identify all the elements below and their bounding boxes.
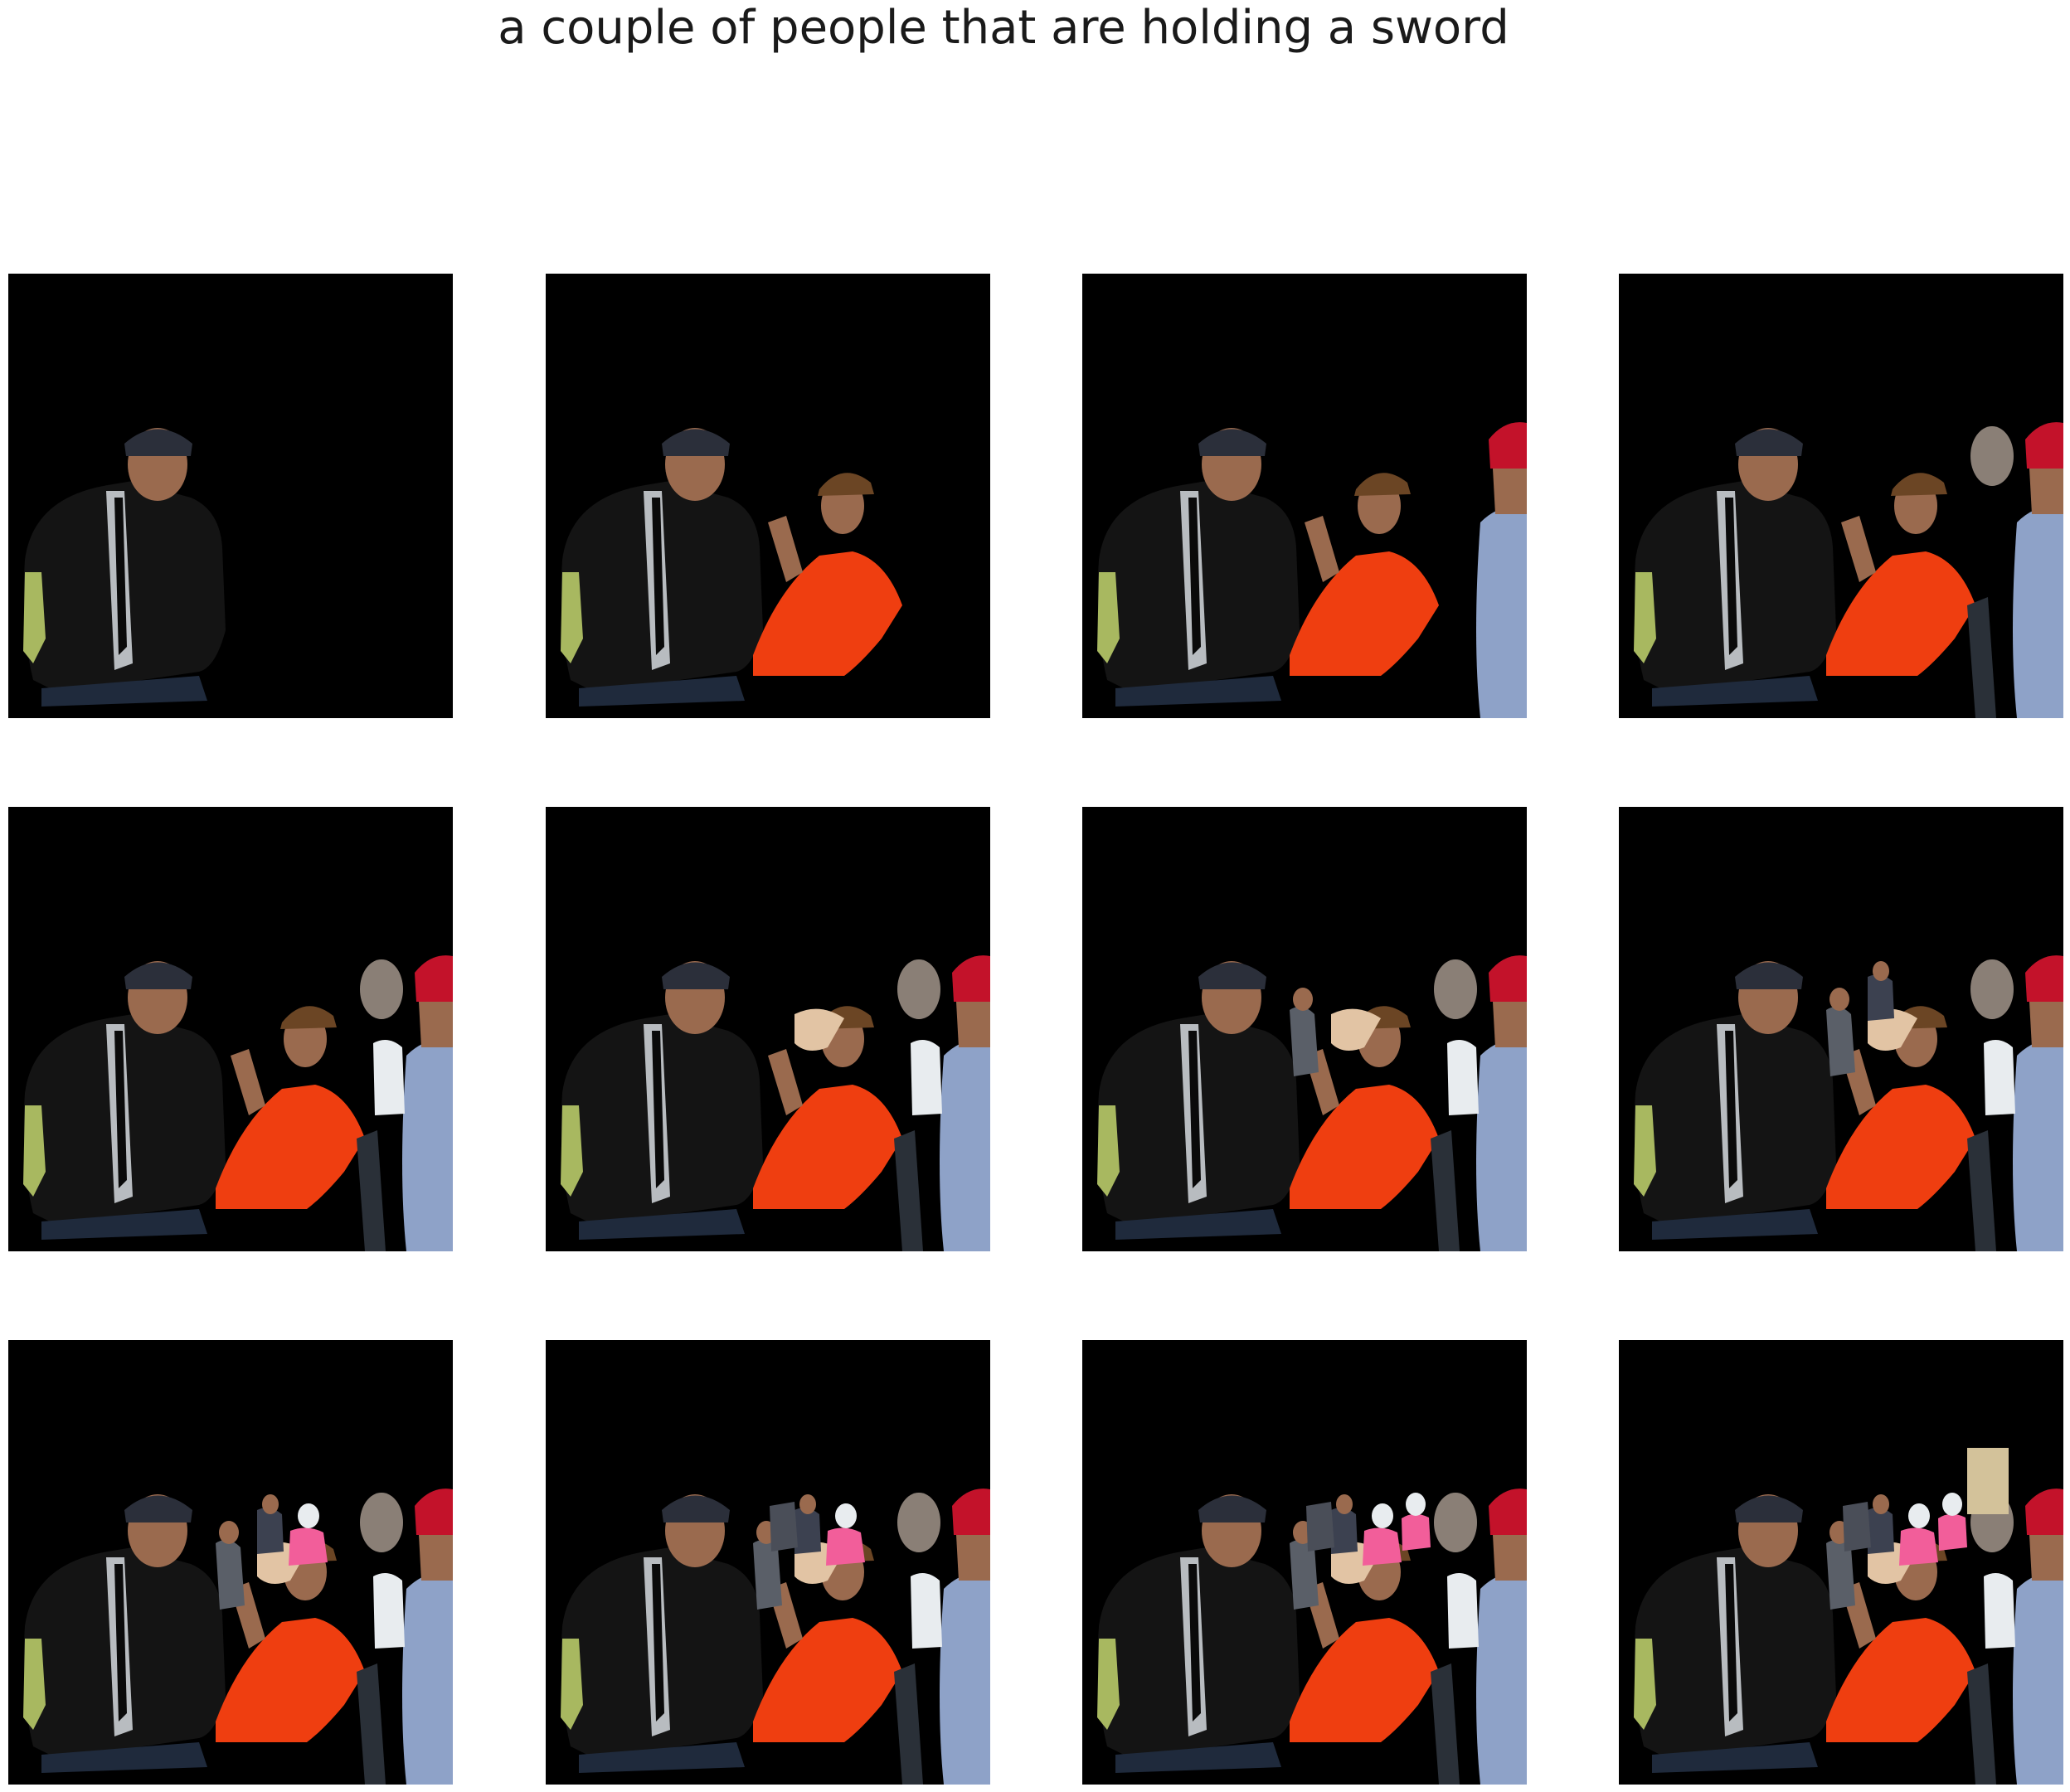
segment-dark-figure bbox=[1967, 597, 1996, 718]
segment-white-figure bbox=[373, 1573, 405, 1649]
panel-step-7 bbox=[1082, 807, 1527, 1251]
segment-grey-head bbox=[897, 1493, 940, 1552]
panel-step-2 bbox=[546, 274, 990, 718]
panel-step-10 bbox=[546, 1340, 990, 1785]
segment-canvas bbox=[1634, 1448, 2063, 1785]
panel-step-3 bbox=[1082, 274, 1527, 718]
segment-man-orange-shirt bbox=[1290, 473, 1439, 676]
segment-beige-arm bbox=[794, 1008, 844, 1051]
segment-pink-person bbox=[1899, 1503, 1938, 1566]
segment-pink-person bbox=[1363, 1503, 1402, 1566]
segment-canvas bbox=[23, 955, 453, 1251]
segment-man-orange-shirt bbox=[753, 473, 902, 676]
segment-canvas bbox=[1097, 1488, 1527, 1785]
segment-small-person-top bbox=[794, 1494, 821, 1554]
segment-small-person-top bbox=[1331, 1494, 1358, 1554]
segment-grey-head bbox=[360, 1493, 403, 1552]
segment-person-red-cap bbox=[940, 1488, 990, 1785]
segment-person-red-cap bbox=[1476, 422, 1527, 718]
panel-step-12 bbox=[1619, 1340, 2063, 1785]
segment-person-red-cap bbox=[402, 955, 453, 1251]
segment-canvas bbox=[23, 428, 226, 707]
segment-canvas bbox=[1097, 955, 1527, 1251]
segment-person-red-cap bbox=[940, 955, 990, 1251]
segment-pink-person bbox=[289, 1503, 328, 1566]
segment-white-figure bbox=[1447, 1040, 1479, 1115]
segment-man-black-shirt bbox=[1097, 961, 1300, 1240]
segment-grey-head bbox=[897, 959, 940, 1019]
segment-grey-head bbox=[1970, 959, 2014, 1019]
segment-canvas bbox=[1097, 422, 1527, 718]
panel-step-5 bbox=[8, 807, 453, 1251]
segment-group-center bbox=[770, 1502, 798, 1552]
segment-small-person-left bbox=[216, 1521, 245, 1610]
segment-canvas bbox=[23, 1488, 453, 1785]
segment-person-red-cap bbox=[1476, 955, 1527, 1251]
segment-small-person-top bbox=[1868, 961, 1894, 1021]
segment-grey-head bbox=[1434, 1493, 1477, 1552]
segment-small-person-left bbox=[1826, 988, 1855, 1076]
segment-dark-figure bbox=[1967, 1663, 1996, 1785]
segment-white-figure bbox=[373, 1040, 405, 1115]
segment-canvas bbox=[1634, 955, 2063, 1251]
segment-canvas bbox=[561, 1488, 990, 1785]
segment-small-person-top bbox=[1868, 1494, 1894, 1554]
panel-step-4 bbox=[1619, 274, 2063, 718]
segment-man-orange-shirt bbox=[1826, 473, 1975, 676]
panel-step-8 bbox=[1619, 807, 2063, 1251]
segment-person-red-cap bbox=[2013, 422, 2063, 718]
segment-man-black-shirt bbox=[1097, 1494, 1300, 1773]
segment-man-black-shirt bbox=[561, 428, 763, 707]
segment-person-red-cap bbox=[1476, 1488, 1527, 1785]
segment-small-person-top bbox=[257, 1494, 284, 1554]
segment-white-figure bbox=[1984, 1040, 2015, 1115]
segment-person-red-cap bbox=[2013, 955, 2063, 1251]
segment-canvas bbox=[1634, 422, 2063, 718]
segment-man-black-shirt bbox=[1097, 428, 1300, 707]
segment-man-orange-shirt bbox=[753, 1006, 902, 1209]
segment-white-figure bbox=[1447, 1573, 1479, 1649]
segment-man-black-shirt bbox=[1634, 428, 1836, 707]
segment-person-red-cap bbox=[402, 1488, 453, 1785]
panel-step-11 bbox=[1082, 1340, 1527, 1785]
segment-dark-figure bbox=[1431, 1130, 1460, 1251]
panel-step-6 bbox=[546, 807, 990, 1251]
panel-step-9 bbox=[8, 1340, 453, 1785]
segment-dark-figure bbox=[1431, 1663, 1460, 1785]
segment-grey-head bbox=[1970, 426, 2014, 486]
segment-small-person-left bbox=[1290, 988, 1319, 1076]
segment-dark-figure bbox=[1967, 1130, 1996, 1251]
segment-canvas bbox=[561, 955, 990, 1251]
segment-group-center bbox=[1843, 1502, 1871, 1552]
segment-man-orange-shirt bbox=[216, 1006, 365, 1209]
segment-man-black-shirt bbox=[561, 961, 763, 1240]
segment-second-pink bbox=[1938, 1493, 1967, 1551]
segment-dark-figure bbox=[357, 1663, 386, 1785]
segment-man-black-shirt bbox=[23, 1494, 226, 1773]
segment-beige-arm bbox=[1331, 1008, 1381, 1051]
segment-man-black-shirt bbox=[1634, 1494, 1836, 1773]
segment-white-figure bbox=[911, 1040, 942, 1115]
segment-man-black-shirt bbox=[1634, 961, 1836, 1240]
segment-canvas bbox=[561, 428, 902, 707]
segment-grey-head bbox=[1434, 959, 1477, 1019]
segment-man-black-shirt bbox=[23, 961, 226, 1240]
figure-title: a couple of people that are holding a sw… bbox=[498, 1, 1509, 55]
segment-grey-head bbox=[360, 959, 403, 1019]
segment-group-center bbox=[1306, 1502, 1334, 1552]
segment-white-figure bbox=[911, 1573, 942, 1649]
segment-person-red-cap bbox=[2013, 1488, 2063, 1785]
segment-dark-figure bbox=[894, 1130, 923, 1251]
segment-man-black-shirt bbox=[23, 428, 226, 707]
segment-dark-figure bbox=[894, 1663, 923, 1785]
segment-second-pink bbox=[1402, 1493, 1431, 1551]
segment-pink-person bbox=[826, 1503, 865, 1566]
segment-man-black-shirt bbox=[561, 1494, 763, 1773]
segment-dark-figure bbox=[357, 1130, 386, 1251]
panel-step-1 bbox=[8, 274, 453, 718]
segment-beige-box bbox=[1967, 1448, 2009, 1514]
segment-white-figure bbox=[1984, 1573, 2015, 1649]
